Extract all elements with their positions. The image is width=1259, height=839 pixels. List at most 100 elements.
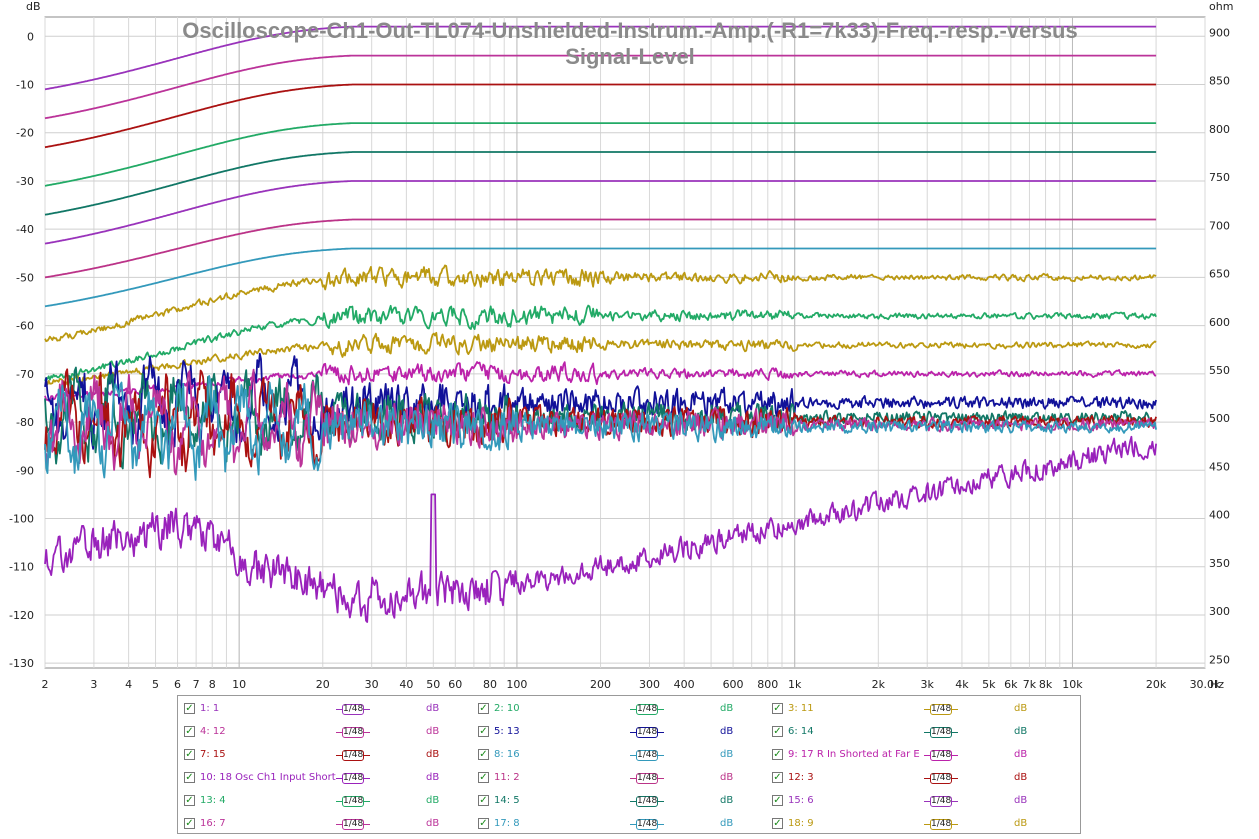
y-tick-label-right: 700 <box>1209 219 1230 232</box>
legend-checkbox[interactable]: ✓ <box>478 726 489 737</box>
series-line <box>44 264 1157 343</box>
legend-item: ✓ 13: 4 1/48 dB <box>184 794 474 816</box>
legend-smoothing-button[interactable]: 1/48 <box>636 727 658 738</box>
x-tick-label: 30.0k <box>1190 678 1221 691</box>
y-tick-label-left: -40 <box>16 223 34 236</box>
legend-smoothing-button[interactable]: 1/48 <box>930 727 952 738</box>
legend-series-name: 13: 4 <box>200 795 226 806</box>
legend-item: ✓ 4: 12 1/48 dB <box>184 725 474 747</box>
y-tick-label-right: 350 <box>1209 557 1230 570</box>
x-tick-label: 8 <box>209 678 216 691</box>
series-line <box>44 122 1157 187</box>
legend-item: ✓ 15: 6 1/48 dB <box>772 794 1062 816</box>
legend-series-name: 16: 7 <box>200 818 226 829</box>
legend-checkbox[interactable]: ✓ <box>184 795 195 806</box>
legend-smoothing-button[interactable]: 1/48 <box>342 773 364 784</box>
legend-smoothing-button[interactable]: 1/48 <box>930 773 952 784</box>
legend-item: ✓ 9: 17 R In Shorted at Far E 1/48 dB <box>772 748 1062 770</box>
legend-unit: dB <box>1014 749 1028 760</box>
legend-checkbox[interactable]: ✓ <box>184 818 195 829</box>
x-tick-label: 40 <box>399 678 413 691</box>
legend-unit: dB <box>426 772 440 783</box>
legend-checkbox[interactable]: ✓ <box>478 749 489 760</box>
legend-item: ✓ 1: 1 1/48 dB <box>184 702 474 724</box>
legend-checkbox[interactable]: ✓ <box>772 818 783 829</box>
legend-checkbox[interactable]: ✓ <box>772 703 783 714</box>
legend-checkbox[interactable]: ✓ <box>478 772 489 783</box>
legend-smoothing-button[interactable]: 1/48 <box>930 750 952 761</box>
legend-smoothing-button[interactable]: 1/48 <box>636 750 658 761</box>
y-tick-label-left: -80 <box>16 416 34 429</box>
series-line <box>44 374 1157 481</box>
y-tick-label-right: 850 <box>1209 75 1230 88</box>
x-tick-label: 300 <box>639 678 660 691</box>
legend-item: ✓ 17: 8 1/48 dB <box>478 817 768 839</box>
legend-checkbox[interactable]: ✓ <box>772 726 783 737</box>
x-tick-label: 800 <box>757 678 778 691</box>
legend-unit: dB <box>1014 703 1028 714</box>
legend-series-name: 7: 15 <box>200 749 226 760</box>
x-tick-label: 600 <box>723 678 744 691</box>
legend-smoothing-button[interactable]: 1/48 <box>636 796 658 807</box>
series-line <box>44 435 1157 623</box>
legend-smoothing-button[interactable]: 1/48 <box>636 773 658 784</box>
legend-checkbox[interactable]: ✓ <box>184 749 195 760</box>
legend-smoothing-button[interactable]: 1/48 <box>636 819 658 830</box>
legend-smoothing-button[interactable]: 1/48 <box>930 704 952 715</box>
legend-unit: dB <box>720 703 734 714</box>
legend-unit: dB <box>426 749 440 760</box>
x-tick-label: 7 <box>193 678 200 691</box>
y-tick-label-right: 400 <box>1209 509 1230 522</box>
legend-series-name: 6: 14 <box>788 726 814 737</box>
legend-smoothing-button[interactable]: 1/48 <box>342 819 364 830</box>
x-tick-label: 5k <box>982 678 996 691</box>
x-tick-label: 10k <box>1062 678 1083 691</box>
series-line <box>44 83 1157 149</box>
legend-checkbox[interactable]: ✓ <box>478 795 489 806</box>
legend-smoothing-button[interactable]: 1/48 <box>342 796 364 807</box>
legend-smoothing-button[interactable]: 1/48 <box>342 750 364 761</box>
legend-smoothing-button[interactable]: 1/48 <box>342 727 364 738</box>
legend-smoothing-button[interactable]: 1/48 <box>342 704 364 715</box>
legend-smoothing-button[interactable]: 1/48 <box>930 819 952 830</box>
series-lines <box>44 25 1157 623</box>
legend-checkbox[interactable]: ✓ <box>478 703 489 714</box>
legend-checkbox[interactable]: ✓ <box>478 818 489 829</box>
legend-unit: dB <box>1014 726 1028 737</box>
legend-checkbox[interactable]: ✓ <box>184 772 195 783</box>
x-tick-label: 6 <box>174 678 181 691</box>
x-tick-label: 1k <box>788 678 802 691</box>
legend-checkbox[interactable]: ✓ <box>772 795 783 806</box>
y-tick-label-right: 750 <box>1209 171 1230 184</box>
legend-unit: dB <box>426 818 440 829</box>
legend-unit: dB <box>720 772 734 783</box>
series-line <box>44 247 1157 308</box>
legend-smoothing-button[interactable]: 1/48 <box>636 704 658 715</box>
legend-series-name: 11: 2 <box>494 772 520 783</box>
legend-checkbox[interactable]: ✓ <box>772 749 783 760</box>
legend-checkbox[interactable]: ✓ <box>772 772 783 783</box>
legend: ✓ 1: 1 1/48 dB ✓ 2: 10 1/48 dB ✓ 3: 11 1/48 dB ✓ 4: 1… <box>177 695 1081 834</box>
y-tick-label-left: -50 <box>16 271 34 284</box>
y-tick-label-left: 0 <box>27 30 34 43</box>
legend-series-name: 17: 8 <box>494 818 520 829</box>
legend-item: ✓ 5: 13 1/48 dB <box>478 725 768 747</box>
legend-unit: dB <box>426 703 440 714</box>
x-tick-label: 100 <box>506 678 527 691</box>
legend-item: ✓ 18: 9 1/48 dB <box>772 817 1062 839</box>
legend-series-name: 1: 1 <box>200 703 220 714</box>
legend-smoothing-button[interactable]: 1/48 <box>930 796 952 807</box>
y-tick-label-left: -20 <box>16 127 34 140</box>
legend-item: ✓ 2: 10 1/48 dB <box>478 702 768 724</box>
legend-item: ✓ 14: 5 1/48 dB <box>478 794 768 816</box>
y-tick-label-left: -60 <box>16 320 34 333</box>
legend-checkbox[interactable]: ✓ <box>184 703 195 714</box>
legend-unit: dB <box>1014 772 1028 783</box>
legend-unit: dB <box>720 726 734 737</box>
series-line <box>44 218 1157 279</box>
y-tick-label-left: -100 <box>9 513 34 526</box>
legend-checkbox[interactable]: ✓ <box>184 726 195 737</box>
x-tick-label: 3 <box>90 678 97 691</box>
legend-unit: dB <box>720 818 734 829</box>
legend-series-name: 14: 5 <box>494 795 520 806</box>
